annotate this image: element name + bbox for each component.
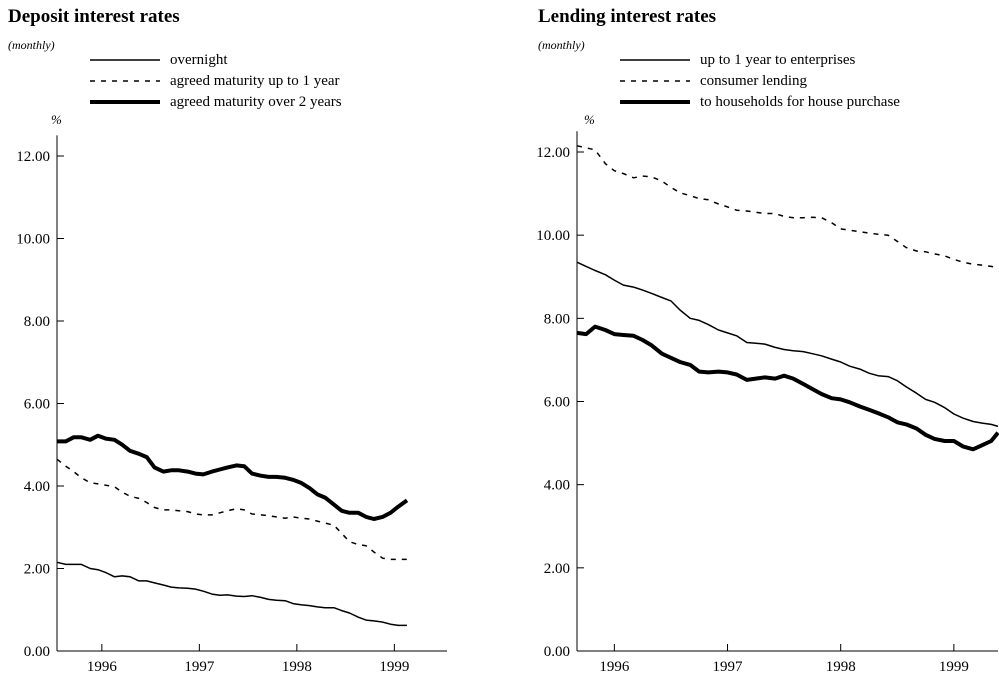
y-tick-label: 12.00: [16, 149, 50, 165]
series-line-1: [576, 145, 999, 269]
chart-title: Lending interest rates: [538, 6, 717, 27]
y-tick-label: 10.00: [536, 228, 570, 244]
legend-label: consumer lending: [700, 73, 808, 89]
x-tick-label: 1999: [939, 659, 969, 675]
y-tick-label: 2.00: [544, 561, 570, 577]
legend-swatch-dashed: [620, 80, 690, 82]
series-line-0: [56, 561, 407, 627]
y-tick-label: 10.00: [16, 232, 50, 248]
x-tick-label: 1997: [713, 659, 744, 675]
y-tick-label: 6.00: [24, 397, 50, 413]
x-tick-label: 1997: [184, 659, 215, 675]
series-line-2: [576, 324, 999, 452]
x-tick-label: 1998: [282, 659, 312, 675]
chart-title: Deposit interest rates: [8, 6, 180, 27]
series-line-2: [57, 433, 409, 521]
series-line-0: [576, 261, 999, 428]
lending-rates-plot: % 0.00 2.00 4.00 6.00 8.00 10.00 12.00 1996 1997 1…: [536, 112, 999, 675]
legend-label: up to 1 year to enterprises: [700, 52, 856, 68]
chart-subtitle: (monthly): [8, 38, 55, 52]
legend-swatch-solid: [620, 59, 690, 61]
x-tick-label: 1998: [826, 659, 856, 675]
y-tick-label: 0.00: [544, 644, 570, 660]
y-tick-label: 8.00: [24, 314, 50, 330]
y-unit-label: %: [584, 112, 595, 127]
x-tick-label: 1996: [599, 659, 630, 675]
legend-label: agreed maturity over 2 years: [170, 94, 342, 110]
y-unit-label: %: [51, 112, 62, 127]
legend-label: agreed maturity up to 1 year: [170, 73, 340, 89]
lending-rates-panel: Lending interest rates (monthly) up to 1…: [530, 0, 999, 675]
x-tick-label: 1999: [379, 659, 409, 675]
y-tick-label: 4.00: [24, 479, 50, 495]
y-tick-label: 6.00: [544, 395, 570, 411]
y-tick-label: 2.00: [24, 562, 50, 578]
chart-subtitle: (monthly): [538, 38, 585, 52]
deposit-rates-plot: % 0.00 2.00 4.00 6.00 8.00 10.00 12.00 1996 1997 1…: [16, 112, 447, 675]
legend-label: to households for house purchase: [700, 94, 900, 110]
series-line-1: [56, 458, 407, 561]
legend-swatch-solid: [90, 59, 160, 61]
y-tick-label: 12.00: [536, 145, 570, 161]
y-tick-label: 4.00: [544, 478, 570, 494]
legend-swatch-thick: [620, 100, 690, 104]
y-tick-label: 0.00: [24, 644, 50, 660]
deposit-rates-panel: Deposit interest rates (monthly) overnig…: [0, 0, 499, 675]
legend-label: overnight: [170, 52, 228, 68]
y-tick-label: 8.00: [544, 311, 570, 327]
legend-swatch-thick: [90, 100, 160, 104]
legend-swatch-dashed: [90, 80, 160, 82]
x-tick-label: 1996: [87, 659, 118, 675]
